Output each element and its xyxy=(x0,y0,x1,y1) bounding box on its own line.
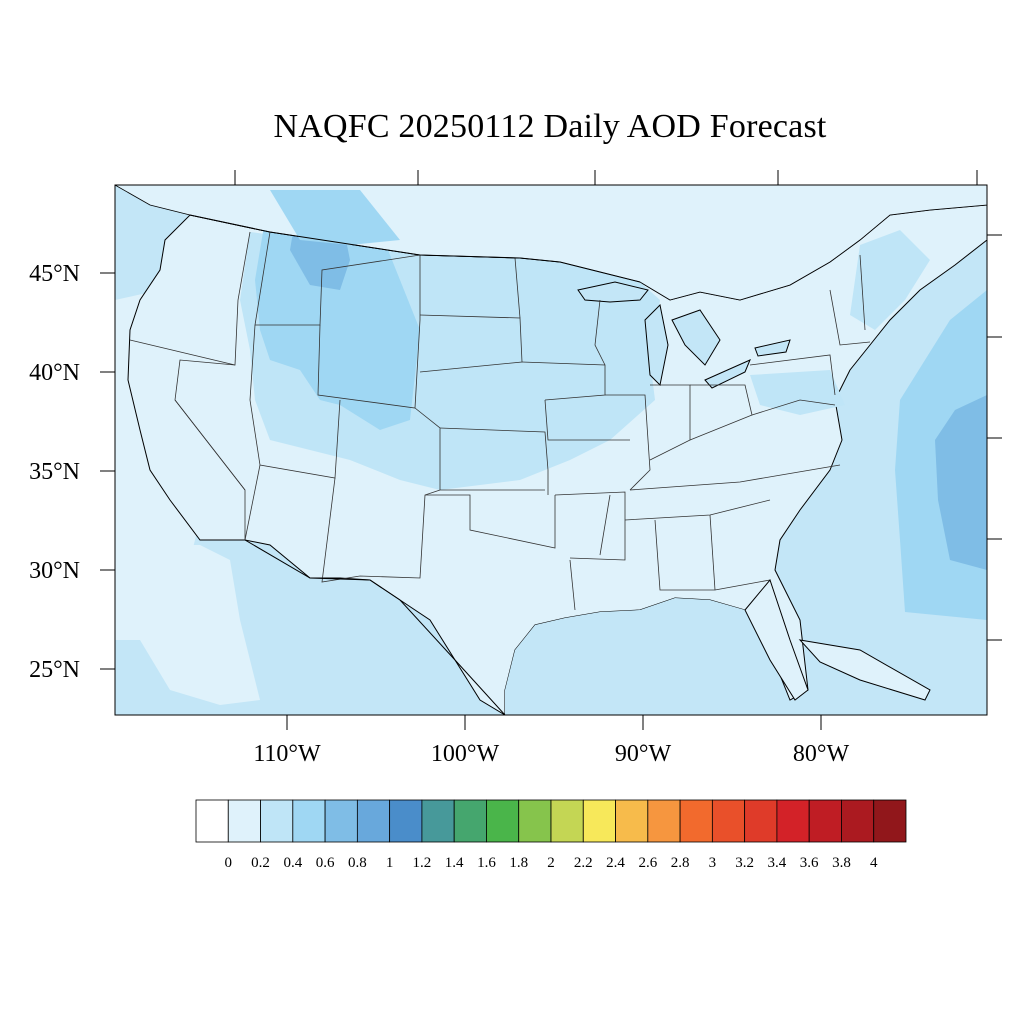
colorbar-swatch xyxy=(873,799,907,843)
colorbar-label: 0.6 xyxy=(316,855,335,871)
axis-ticks xyxy=(100,170,1002,730)
colorbar-label: 2.6 xyxy=(638,855,657,871)
lat-label: 35°N xyxy=(29,459,80,485)
colorbar-label: 3.4 xyxy=(768,855,787,871)
colorbar-swatch xyxy=(195,799,229,843)
lon-label: 80°W xyxy=(793,741,850,767)
lake-huron xyxy=(671,309,721,366)
colorbar-label: 1.4 xyxy=(445,855,464,871)
map-frame xyxy=(114,184,988,716)
lon-label: 110°W xyxy=(253,741,321,767)
colorbar-label: 2.4 xyxy=(606,855,625,871)
map-title: NAQFC 20250112 Daily AOD Forecast xyxy=(273,108,827,145)
colorbar-labels: 0 0.2 0.4 0.6 0.8 1 1.2 1.4 1.6 1.8 2 2.2 2.4 2.6 2.8 3… xyxy=(225,855,878,871)
colorbar-swatch xyxy=(679,799,713,843)
colorbar-swatch xyxy=(453,799,487,843)
colorbar-label: 1.2 xyxy=(413,855,432,871)
colorbar-label: 3.8 xyxy=(832,855,851,871)
colorbar-label: 2.2 xyxy=(574,855,593,871)
colorbar-swatch xyxy=(260,799,294,843)
lat-label: 40°N xyxy=(29,360,80,386)
midatlantic-aod-band xyxy=(750,370,845,415)
baja-region xyxy=(140,545,260,705)
gulf-of-mexico xyxy=(505,598,760,715)
northeast-aod-band xyxy=(850,230,930,330)
colorbar-swatch xyxy=(389,799,423,843)
colorbar-label: 2 xyxy=(547,855,555,871)
colorbar-swatch xyxy=(647,799,681,843)
florida xyxy=(744,578,809,701)
colorbar xyxy=(195,799,907,843)
colorbar-label: 0 xyxy=(225,855,233,871)
mexico-border xyxy=(244,539,506,715)
colorbar-label: 3.6 xyxy=(800,855,819,871)
colorbar-label: 1.8 xyxy=(509,855,528,871)
colorbar-label: 0.8 xyxy=(348,855,367,871)
colorbar-label: 1 xyxy=(386,855,394,871)
colorbar-swatch xyxy=(582,799,616,843)
state-borders xyxy=(129,209,871,611)
atlantic-plume-core xyxy=(935,395,987,570)
colorbar-label: 4 xyxy=(870,855,878,871)
colorbar-swatch xyxy=(324,799,358,843)
colorbar-swatch xyxy=(744,799,778,843)
colorbar-swatch xyxy=(421,799,455,843)
colorbar-swatch xyxy=(550,799,584,843)
colorbar-swatch xyxy=(518,799,552,843)
colorbar-label: 0.4 xyxy=(283,855,302,871)
canada-plume xyxy=(270,190,400,245)
colorbar-swatch xyxy=(615,799,649,843)
colorbar-swatch xyxy=(292,799,326,843)
colorbar-label: 3.2 xyxy=(735,855,754,871)
lat-label: 25°N xyxy=(29,657,80,683)
lat-label: 30°N xyxy=(29,558,80,584)
lon-label: 100°W xyxy=(431,741,500,767)
colorbar-swatch xyxy=(776,799,810,843)
lake-superior xyxy=(577,281,649,303)
colorbar-swatch xyxy=(227,799,261,843)
aod-map xyxy=(115,185,987,715)
colorbar-swatch xyxy=(711,799,746,843)
lake-michigan xyxy=(644,303,669,387)
colorbar-swatch xyxy=(356,799,391,843)
colorbar-label: 1.6 xyxy=(477,855,496,871)
colorbar-label: 3 xyxy=(709,855,717,871)
lake-ontario xyxy=(754,339,791,357)
cuba xyxy=(798,639,931,701)
colorbar-swatch xyxy=(486,799,520,843)
lon-label: 90°W xyxy=(615,741,672,767)
colorbar-label: 0.2 xyxy=(251,855,270,871)
colorbar-label: 2.8 xyxy=(671,855,690,871)
colorbar-swatch xyxy=(841,799,875,843)
colorbar-swatch xyxy=(808,799,842,843)
lat-label: 45°N xyxy=(29,261,80,287)
